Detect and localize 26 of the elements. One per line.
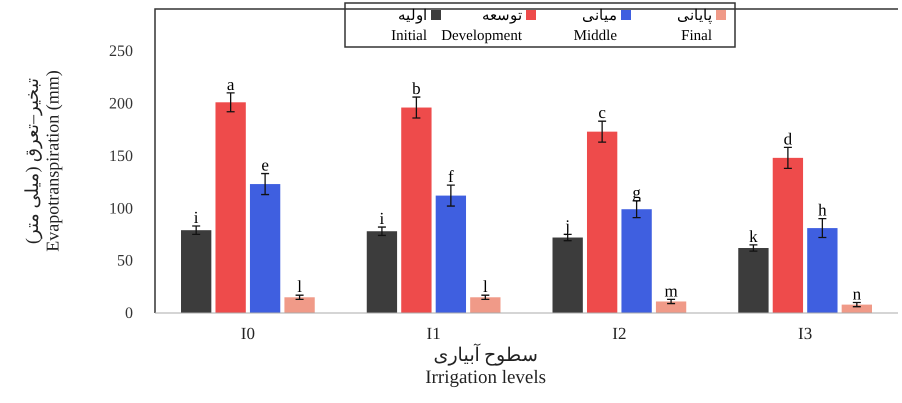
data-label: l	[482, 277, 488, 296]
x-tick-label: I2	[612, 324, 626, 344]
y-tick-label: 50	[117, 252, 133, 270]
y-tick-label: 0	[125, 305, 133, 322]
data-label: m	[664, 281, 678, 300]
y-tick-label: 150	[109, 148, 133, 165]
data-label: k	[749, 226, 758, 246]
data-label: d	[784, 129, 793, 148]
y-tick-label: 100	[109, 200, 133, 218]
data-label: f	[448, 167, 454, 186]
data-label: a	[226, 74, 235, 94]
data-label: j	[564, 216, 570, 236]
y-tick-label: 200	[109, 95, 133, 112]
data-label: g	[632, 182, 642, 202]
y-tick-label: 250	[109, 43, 133, 60]
data-label: n	[852, 284, 862, 304]
x-tick-label: I1	[426, 324, 441, 344]
data-label: e	[261, 156, 269, 175]
data-label: l	[297, 277, 302, 296]
data-label: h	[818, 200, 828, 220]
x-tick-label: I0	[240, 324, 255, 344]
data-label: b	[412, 79, 421, 98]
data-label: c	[598, 103, 606, 122]
x-tick-label: I3	[798, 324, 812, 344]
data-label: i	[380, 209, 385, 228]
data-label: i	[194, 208, 199, 227]
